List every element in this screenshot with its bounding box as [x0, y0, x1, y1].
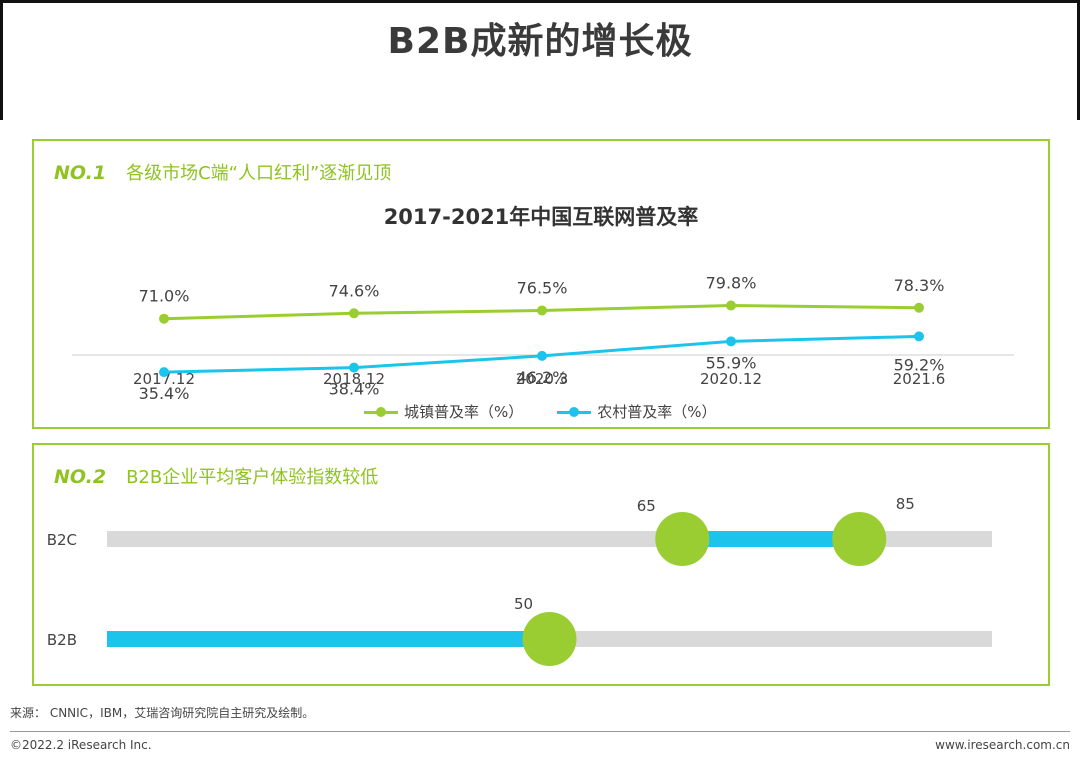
data-label: 46.2% — [517, 368, 568, 387]
legend-item-rural: 农村普及率（%） — [557, 401, 717, 422]
data-label: 35.4% — [139, 384, 190, 403]
data-point — [537, 350, 547, 361]
x-tick-label: 2018.12 — [323, 370, 385, 388]
panel1-header: NO.1 各级市场C端“人口红利”逐渐见顶 — [54, 159, 391, 185]
copyright: ©2022.2 iResearch Inc. — [10, 738, 152, 752]
data-label: 76.5% — [517, 278, 568, 297]
range-bar — [107, 631, 550, 647]
panel2-subtitle: B2B企业平均客户体验指数较低 — [126, 467, 379, 488]
data-point — [537, 305, 547, 316]
data-label: 71.0% — [139, 287, 190, 306]
footer-divider — [10, 731, 1070, 732]
x-tick-label: 2020.3 — [516, 370, 569, 388]
data-label: 79.8% — [706, 274, 757, 293]
source-note: 来源： CNNIC，IBM，艾瑞咨询研究院自主研究及绘制。 — [10, 706, 315, 720]
data-point — [914, 331, 924, 342]
panel-customer-experience: NO.2 B2B企业平均客户体验指数较低 B2C 65 85 B2B 50 — [32, 443, 1050, 686]
data-label: 78.3% — [894, 276, 945, 295]
line-chart: 2017.12 2018.12 2020.3 2020.12 2021.6 71.0% 74… — [72, 274, 1014, 403]
data-label: 59.2% — [894, 355, 945, 374]
x-tick-label: 2017.12 — [133, 370, 195, 388]
panel2-header: NO.2 B2B企业平均客户体验指数较低 — [54, 463, 378, 489]
x-tick-label: 2021.6 — [893, 370, 946, 388]
data-point — [349, 308, 359, 319]
x-tick-label: 2020.12 — [700, 370, 762, 388]
data-point — [349, 362, 359, 373]
website: www.iresearch.com.cn — [935, 738, 1070, 752]
right-border — [1077, 0, 1080, 120]
range-start-marker — [655, 512, 710, 566]
data-point — [159, 367, 169, 378]
data-point — [914, 302, 924, 313]
range-end-marker — [522, 612, 577, 666]
range-start-label: 65 — [637, 497, 656, 515]
left-border — [0, 0, 3, 120]
legend-label-urban: 城镇普及率（%） — [404, 403, 524, 421]
legend-swatch-urban — [364, 406, 398, 418]
panel1-subtitle: 各级市场C端“人口红利”逐渐见顶 — [126, 163, 392, 184]
range-chart: B2C 65 85 B2B 50 — [47, 495, 992, 666]
category-label: B2B — [47, 631, 77, 649]
panel1-number: NO.1 — [54, 162, 107, 184]
legend-swatch-rural — [557, 406, 592, 418]
data-point — [159, 313, 169, 324]
range-bar — [682, 531, 860, 547]
data-point — [726, 336, 736, 347]
category-label: B2C — [47, 531, 77, 549]
range-end-label: 50 — [514, 595, 533, 613]
panel-internet-penetration: NO.1 各级市场C端“人口红利”逐渐见顶 2017-2021年中国互联网普及率… — [32, 139, 1050, 429]
line-chart-legend: 城镇普及率（%） 农村普及率（%） — [364, 401, 751, 422]
page-title: B2B成新的增长极 — [387, 21, 693, 62]
data-point — [726, 300, 736, 311]
line-chart-title: 2017-2021年中国互联网普及率 — [383, 205, 699, 229]
data-label: 38.4% — [329, 380, 380, 399]
range-end-marker — [832, 512, 887, 566]
legend-label-rural: 农村普及率（%） — [597, 403, 717, 421]
range-end-label: 85 — [896, 495, 915, 513]
panel2-number: NO.2 — [54, 466, 107, 488]
top-border — [0, 0, 1080, 3]
legend-item-urban: 城镇普及率（%） — [364, 401, 523, 422]
data-label: 55.9% — [706, 353, 757, 372]
data-label: 74.6% — [329, 281, 380, 300]
